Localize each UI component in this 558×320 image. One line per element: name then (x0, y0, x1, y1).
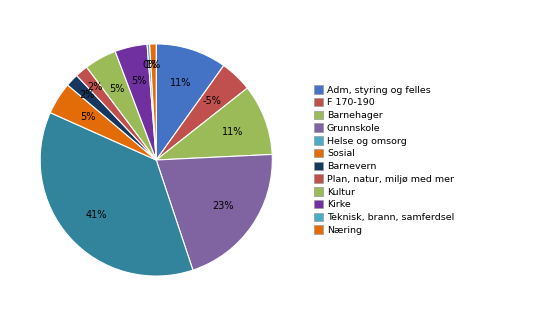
Text: 23%: 23% (213, 201, 234, 211)
Wedge shape (76, 67, 156, 160)
Text: 5%: 5% (131, 76, 146, 86)
Wedge shape (156, 66, 247, 160)
Text: 41%: 41% (85, 210, 107, 220)
Text: 11%: 11% (170, 78, 192, 88)
Text: 2%: 2% (87, 82, 103, 92)
Text: 2%: 2% (79, 90, 95, 100)
Legend: Adm, styring og felles, F 170-190, Barnehager, Grunnskole, Helse og omsorg, Sosi: Adm, styring og felles, F 170-190, Barne… (312, 83, 456, 237)
Wedge shape (156, 155, 272, 270)
Text: 11%: 11% (222, 126, 243, 137)
Wedge shape (40, 113, 193, 276)
Text: 1%: 1% (146, 60, 161, 70)
Wedge shape (116, 44, 156, 160)
Wedge shape (156, 44, 224, 160)
Wedge shape (50, 85, 156, 160)
Wedge shape (156, 88, 272, 160)
Text: -5%: -5% (203, 96, 222, 106)
Text: 0%: 0% (142, 60, 157, 70)
Wedge shape (68, 76, 156, 160)
Wedge shape (86, 52, 156, 160)
Text: 5%: 5% (109, 84, 125, 94)
Wedge shape (147, 44, 156, 160)
Text: 5%: 5% (80, 112, 95, 122)
Wedge shape (150, 44, 156, 160)
